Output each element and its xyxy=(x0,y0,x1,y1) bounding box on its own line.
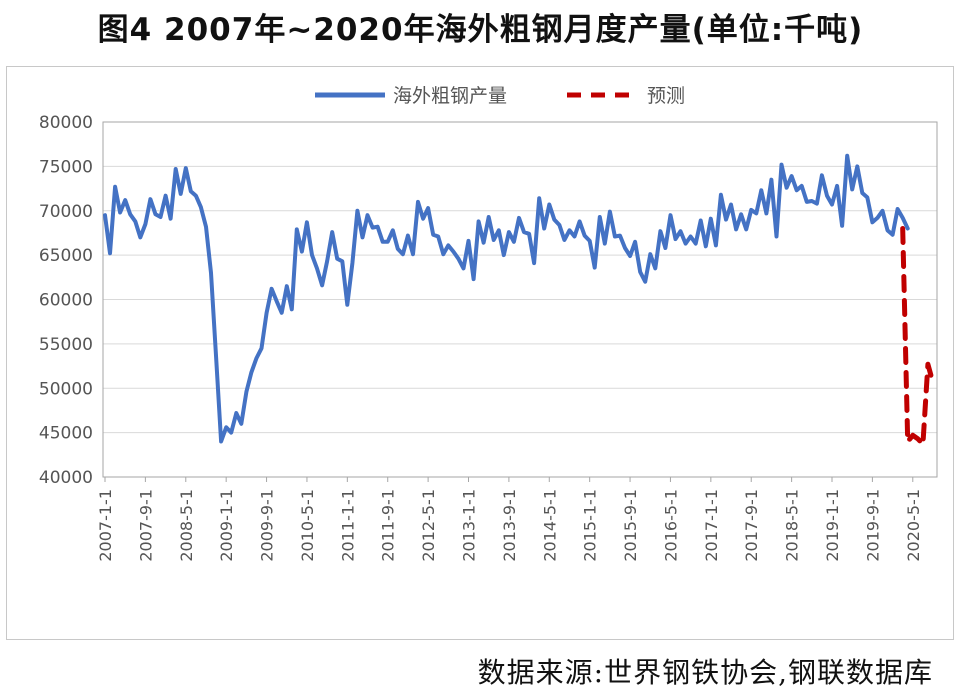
x-tick-label: 2012-5-1 xyxy=(419,489,438,562)
y-tick-label: 70000 xyxy=(39,202,93,222)
x-tick-label: 2013-1-1 xyxy=(460,489,479,562)
x-tick-label: 2011-9-1 xyxy=(379,489,398,562)
x-tick-label: 2013-9-1 xyxy=(500,489,519,562)
x-tick-label: 2018-5-1 xyxy=(783,489,802,562)
x-tick-label: 2017-9-1 xyxy=(742,489,761,562)
chart-frame: 40000 45000 50000 55000 60000 65000 70000 75000… xyxy=(6,66,954,640)
x-tick-label: 2020-5-1 xyxy=(904,489,923,562)
x-tick-label: 2009-9-1 xyxy=(258,489,277,562)
x-tick-label: 2019-9-1 xyxy=(863,489,882,562)
x-tick-label: 2017-1-1 xyxy=(702,489,721,562)
x-tick-label: 2011-1-1 xyxy=(338,489,357,562)
x-tick-label: 2007-9-1 xyxy=(136,489,155,562)
line-chart: 40000 45000 50000 55000 60000 65000 70000 75000… xyxy=(39,85,938,562)
x-tick-label: 2015-9-1 xyxy=(621,489,640,562)
x-tick-label: 2015-1-1 xyxy=(581,489,600,562)
y-tick-label: 55000 xyxy=(39,335,93,355)
y-tick-label: 50000 xyxy=(39,379,93,399)
x-tick-label: 2007-1-1 xyxy=(96,489,115,562)
x-tick-label: 2008-5-1 xyxy=(177,489,196,562)
source-note: 数据来源:世界钢铁协会,钢联数据库 xyxy=(477,656,933,689)
figure-title: 图4 2007年~2020年海外粗钢月度产量(单位:千吨) xyxy=(97,12,864,48)
legend-label-overseas-steel: 海外粗钢产量 xyxy=(393,85,507,107)
y-tick-label: 45000 xyxy=(39,424,93,444)
series-line-forecast xyxy=(900,226,936,447)
y-tick-label: 40000 xyxy=(39,468,93,488)
y-tick-label: 80000 xyxy=(39,113,93,133)
plot-area-border xyxy=(102,121,938,478)
x-tick-label: 2009-1-1 xyxy=(217,489,236,562)
y-tick-label: 60000 xyxy=(39,291,93,311)
series-line-overseas-steel xyxy=(103,153,910,444)
legend-label-forecast: 预测 xyxy=(647,85,685,107)
y-tick-label: 65000 xyxy=(39,246,93,266)
x-tick-label: 2010-5-1 xyxy=(298,489,317,562)
x-tick-label: 2016-5-1 xyxy=(661,489,680,562)
x-tick-label: 2014-5-1 xyxy=(540,489,559,562)
x-tick-label: 2019-1-1 xyxy=(823,489,842,562)
y-tick-label: 75000 xyxy=(39,157,93,177)
